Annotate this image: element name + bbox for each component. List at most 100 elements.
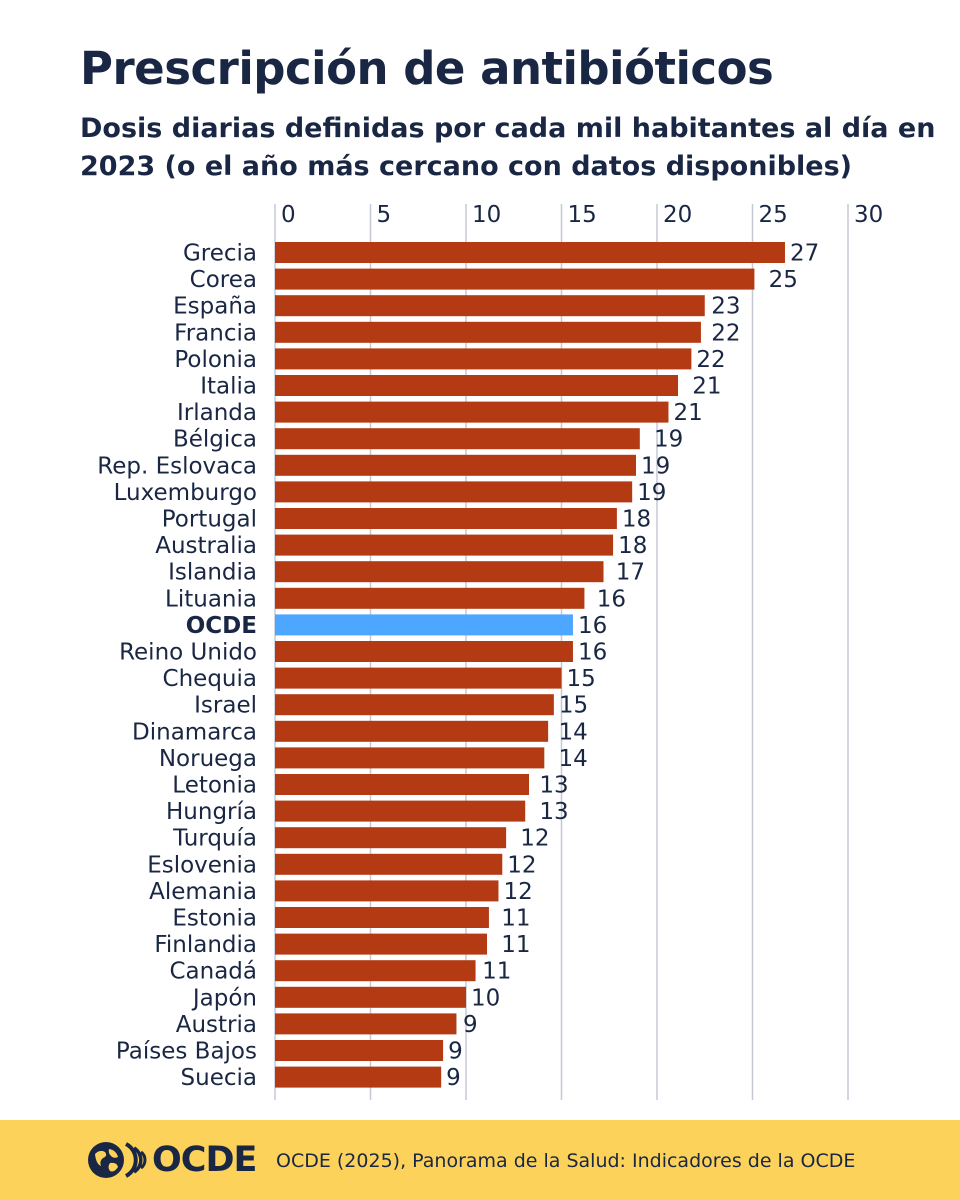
category-label: Portugal (162, 507, 257, 533)
category-label: Suecia (181, 1065, 257, 1091)
bar (275, 587, 585, 609)
bar (275, 774, 530, 795)
bar (275, 428, 640, 450)
bar (275, 1040, 444, 1061)
footer: OCDE OCDE (2025), Panorama de la Salud: … (0, 1120, 960, 1200)
oecd-logo: OCDE (86, 1140, 257, 1180)
bar-chart: 0 5 10 15 20 25 30 GreciaCoreaEspañaFranciaPol… (97, 202, 883, 1100)
bar (275, 853, 503, 875)
x-tick-label: 25 (759, 202, 788, 228)
x-tick-label: 10 (472, 202, 501, 228)
bar (275, 268, 755, 290)
value-label: 9 (448, 1039, 463, 1065)
bar (275, 933, 488, 955)
value-label: 27 (790, 241, 819, 267)
bars (275, 242, 785, 1088)
category-label: Finlandia (154, 932, 257, 958)
category-label: Reino Unido (119, 640, 257, 666)
category-label: Eslovenia (147, 852, 257, 878)
value-label: 9 (463, 1012, 478, 1038)
value-label: 11 (501, 932, 530, 958)
bar (275, 960, 476, 982)
value-label: 18 (622, 507, 651, 533)
category-label: Israel (194, 693, 257, 719)
category-label: Italia (200, 374, 257, 400)
category-label: Turquía (172, 826, 257, 852)
category-label: Letonia (172, 773, 257, 799)
category-label: Chequia (163, 666, 257, 692)
x-tick-label: 15 (568, 202, 597, 228)
value-label: 25 (769, 267, 798, 293)
value-label: 19 (641, 453, 670, 479)
value-label: 12 (503, 879, 532, 905)
bar (275, 508, 617, 529)
chart-subtitle: Dosis diarias definidas por cada mil hab… (80, 113, 936, 182)
value-label: 15 (559, 693, 588, 719)
bar (275, 694, 554, 716)
value-label: 14 (559, 746, 588, 772)
value-label: 22 (696, 347, 725, 373)
value-label: 19 (654, 427, 683, 453)
category-label: Luxemburgo (114, 480, 257, 506)
bar (275, 534, 614, 556)
category-label: Irlanda (177, 400, 257, 426)
category-label: España (173, 294, 257, 320)
value-label: 16 (578, 613, 607, 639)
bar (275, 720, 549, 742)
value-label: 21 (673, 400, 702, 426)
value-label: 12 (520, 826, 549, 852)
category-label: Bélgica (173, 427, 257, 453)
category-label: OCDE (186, 613, 257, 639)
bar (275, 401, 669, 423)
value-label: 18 (618, 533, 647, 559)
x-tick-label: 5 (377, 202, 392, 228)
bar (275, 827, 507, 849)
category-label: Estonia (172, 906, 257, 932)
category-label: Canadá (169, 959, 257, 985)
category-label: Rep. Eslovaca (97, 453, 257, 479)
bar (275, 481, 633, 503)
category-label: Australia (155, 533, 257, 559)
value-label: 22 (711, 320, 740, 346)
bar (275, 375, 679, 396)
category-labels: GreciaCoreaEspañaFranciaPoloniaItaliaIrl… (97, 241, 257, 1092)
bar (275, 295, 705, 317)
value-label: 15 (567, 666, 596, 692)
category-label: Japón (191, 985, 257, 1011)
value-label: 11 (482, 959, 511, 985)
bar (275, 242, 785, 263)
category-label: Grecia (183, 241, 257, 267)
category-label: Hungría (166, 799, 257, 825)
value-label: 9 (446, 1065, 461, 1091)
bar (275, 321, 701, 343)
bar (275, 641, 573, 662)
value-label: 13 (539, 773, 568, 799)
category-label: Alemania (149, 879, 257, 905)
bar (275, 747, 545, 769)
value-label: 12 (507, 852, 536, 878)
value-label: 11 (501, 906, 530, 932)
category-label: Islandia (168, 560, 257, 586)
bar (275, 880, 499, 902)
chart-title: Prescripción de antibióticos (80, 42, 774, 95)
value-label: 13 (539, 799, 568, 825)
x-tick-label: 30 (854, 202, 883, 228)
category-label: Países Bajos (116, 1039, 257, 1065)
category-label: Lituania (165, 586, 257, 612)
category-label: Noruega (159, 746, 257, 772)
category-label: Austria (176, 1012, 257, 1038)
value-label: 17 (616, 560, 645, 586)
bar (275, 1013, 457, 1035)
bar (275, 800, 526, 822)
globe-icon (88, 1142, 147, 1178)
value-label: 16 (578, 640, 607, 666)
bar-highlight (275, 614, 573, 636)
value-labels: 2725232222212119191918181716161615151414… (446, 241, 819, 1092)
x-tick-label: 0 (281, 202, 296, 228)
bar (275, 986, 466, 1008)
category-label: Polonia (174, 347, 257, 373)
value-label: 21 (692, 374, 721, 400)
bar (275, 667, 562, 689)
bar (275, 907, 489, 928)
value-label: 16 (597, 586, 626, 612)
